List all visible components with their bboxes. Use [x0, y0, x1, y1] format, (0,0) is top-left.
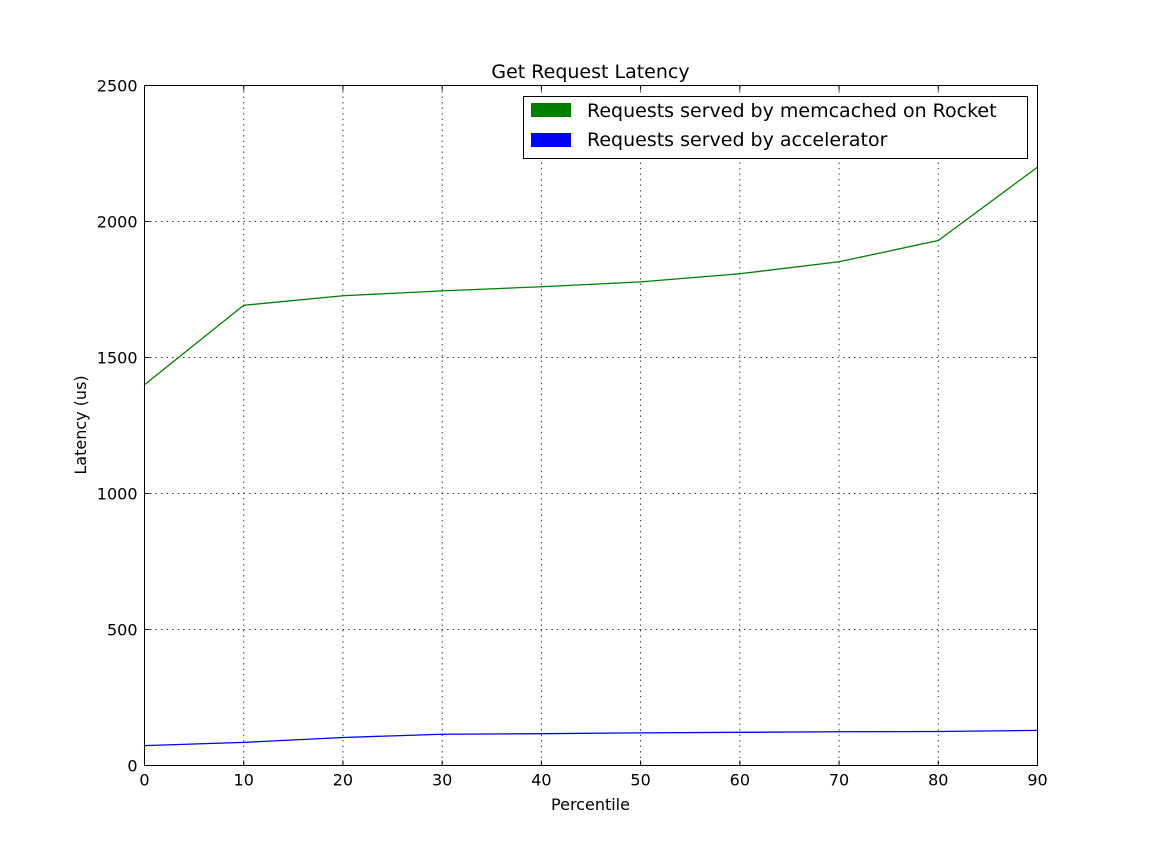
x-tick-label: 90	[1027, 771, 1047, 790]
x-tick-label: 40	[531, 771, 551, 790]
x-tick-label: 0	[139, 771, 149, 790]
legend-label-memcached: Requests served by memcached on Rocket	[587, 100, 997, 122]
x-tick-label: 80	[928, 771, 948, 790]
legend: Requests served by memcached on Rocket R…	[523, 96, 1028, 159]
series-line-accelerator	[144, 729, 1038, 747]
legend-box	[523, 96, 1028, 159]
data-point-memcached	[441, 290, 443, 292]
data-point-accelerator	[640, 732, 642, 734]
y-tick-label: 1500	[97, 349, 138, 368]
x-tick-label: 50	[630, 771, 650, 790]
data-point-memcached	[640, 281, 642, 283]
x-tick-label: 30	[432, 771, 452, 790]
data-point-memcached	[838, 261, 840, 263]
x-tick-label: 70	[829, 771, 849, 790]
y-tick-label: 2500	[97, 77, 138, 96]
data-point-accelerator	[937, 730, 939, 733]
chart-title: Get Request Latency	[491, 61, 689, 83]
data-point-memcached	[739, 273, 741, 275]
data-point-accelerator	[342, 736, 344, 739]
legend-swatch-memcached	[531, 103, 571, 117]
x-tick-label: 60	[730, 771, 750, 790]
x-tick-label: 20	[333, 771, 353, 790]
legend-swatch-accelerator	[531, 133, 571, 147]
plot-frame	[144, 85, 1038, 766]
y-tick-label: 2000	[97, 213, 138, 232]
tick-marks	[144, 85, 1038, 766]
y-axis-label: Latency (us)	[71, 375, 90, 474]
grid-lines	[144, 85, 1038, 766]
data-point-memcached	[243, 304, 245, 306]
data-point-accelerator	[540, 733, 542, 735]
legend-label-accelerator: Requests served by accelerator	[587, 129, 888, 151]
x-tick-label: 10	[234, 771, 254, 790]
data-point-accelerator	[441, 733, 443, 735]
data-point-accelerator	[739, 731, 741, 733]
data-point-memcached	[540, 286, 542, 288]
y-tick-label: 0	[127, 757, 137, 776]
series-layer	[143, 166, 1039, 747]
data-point-accelerator	[243, 741, 245, 743]
data-point-memcached	[342, 295, 344, 297]
data-point-accelerator	[838, 731, 840, 733]
y-tick-label: 500	[107, 621, 138, 640]
tick-labels: 0 10 20 30 40 50 60 70 80 90 0 500 1000 1500 2000 2500	[97, 77, 1048, 790]
series-line-memcached	[144, 166, 1038, 386]
data-point-memcached	[937, 239, 939, 242]
y-tick-label: 1000	[97, 485, 138, 504]
x-axis-label: Percentile	[551, 795, 630, 814]
